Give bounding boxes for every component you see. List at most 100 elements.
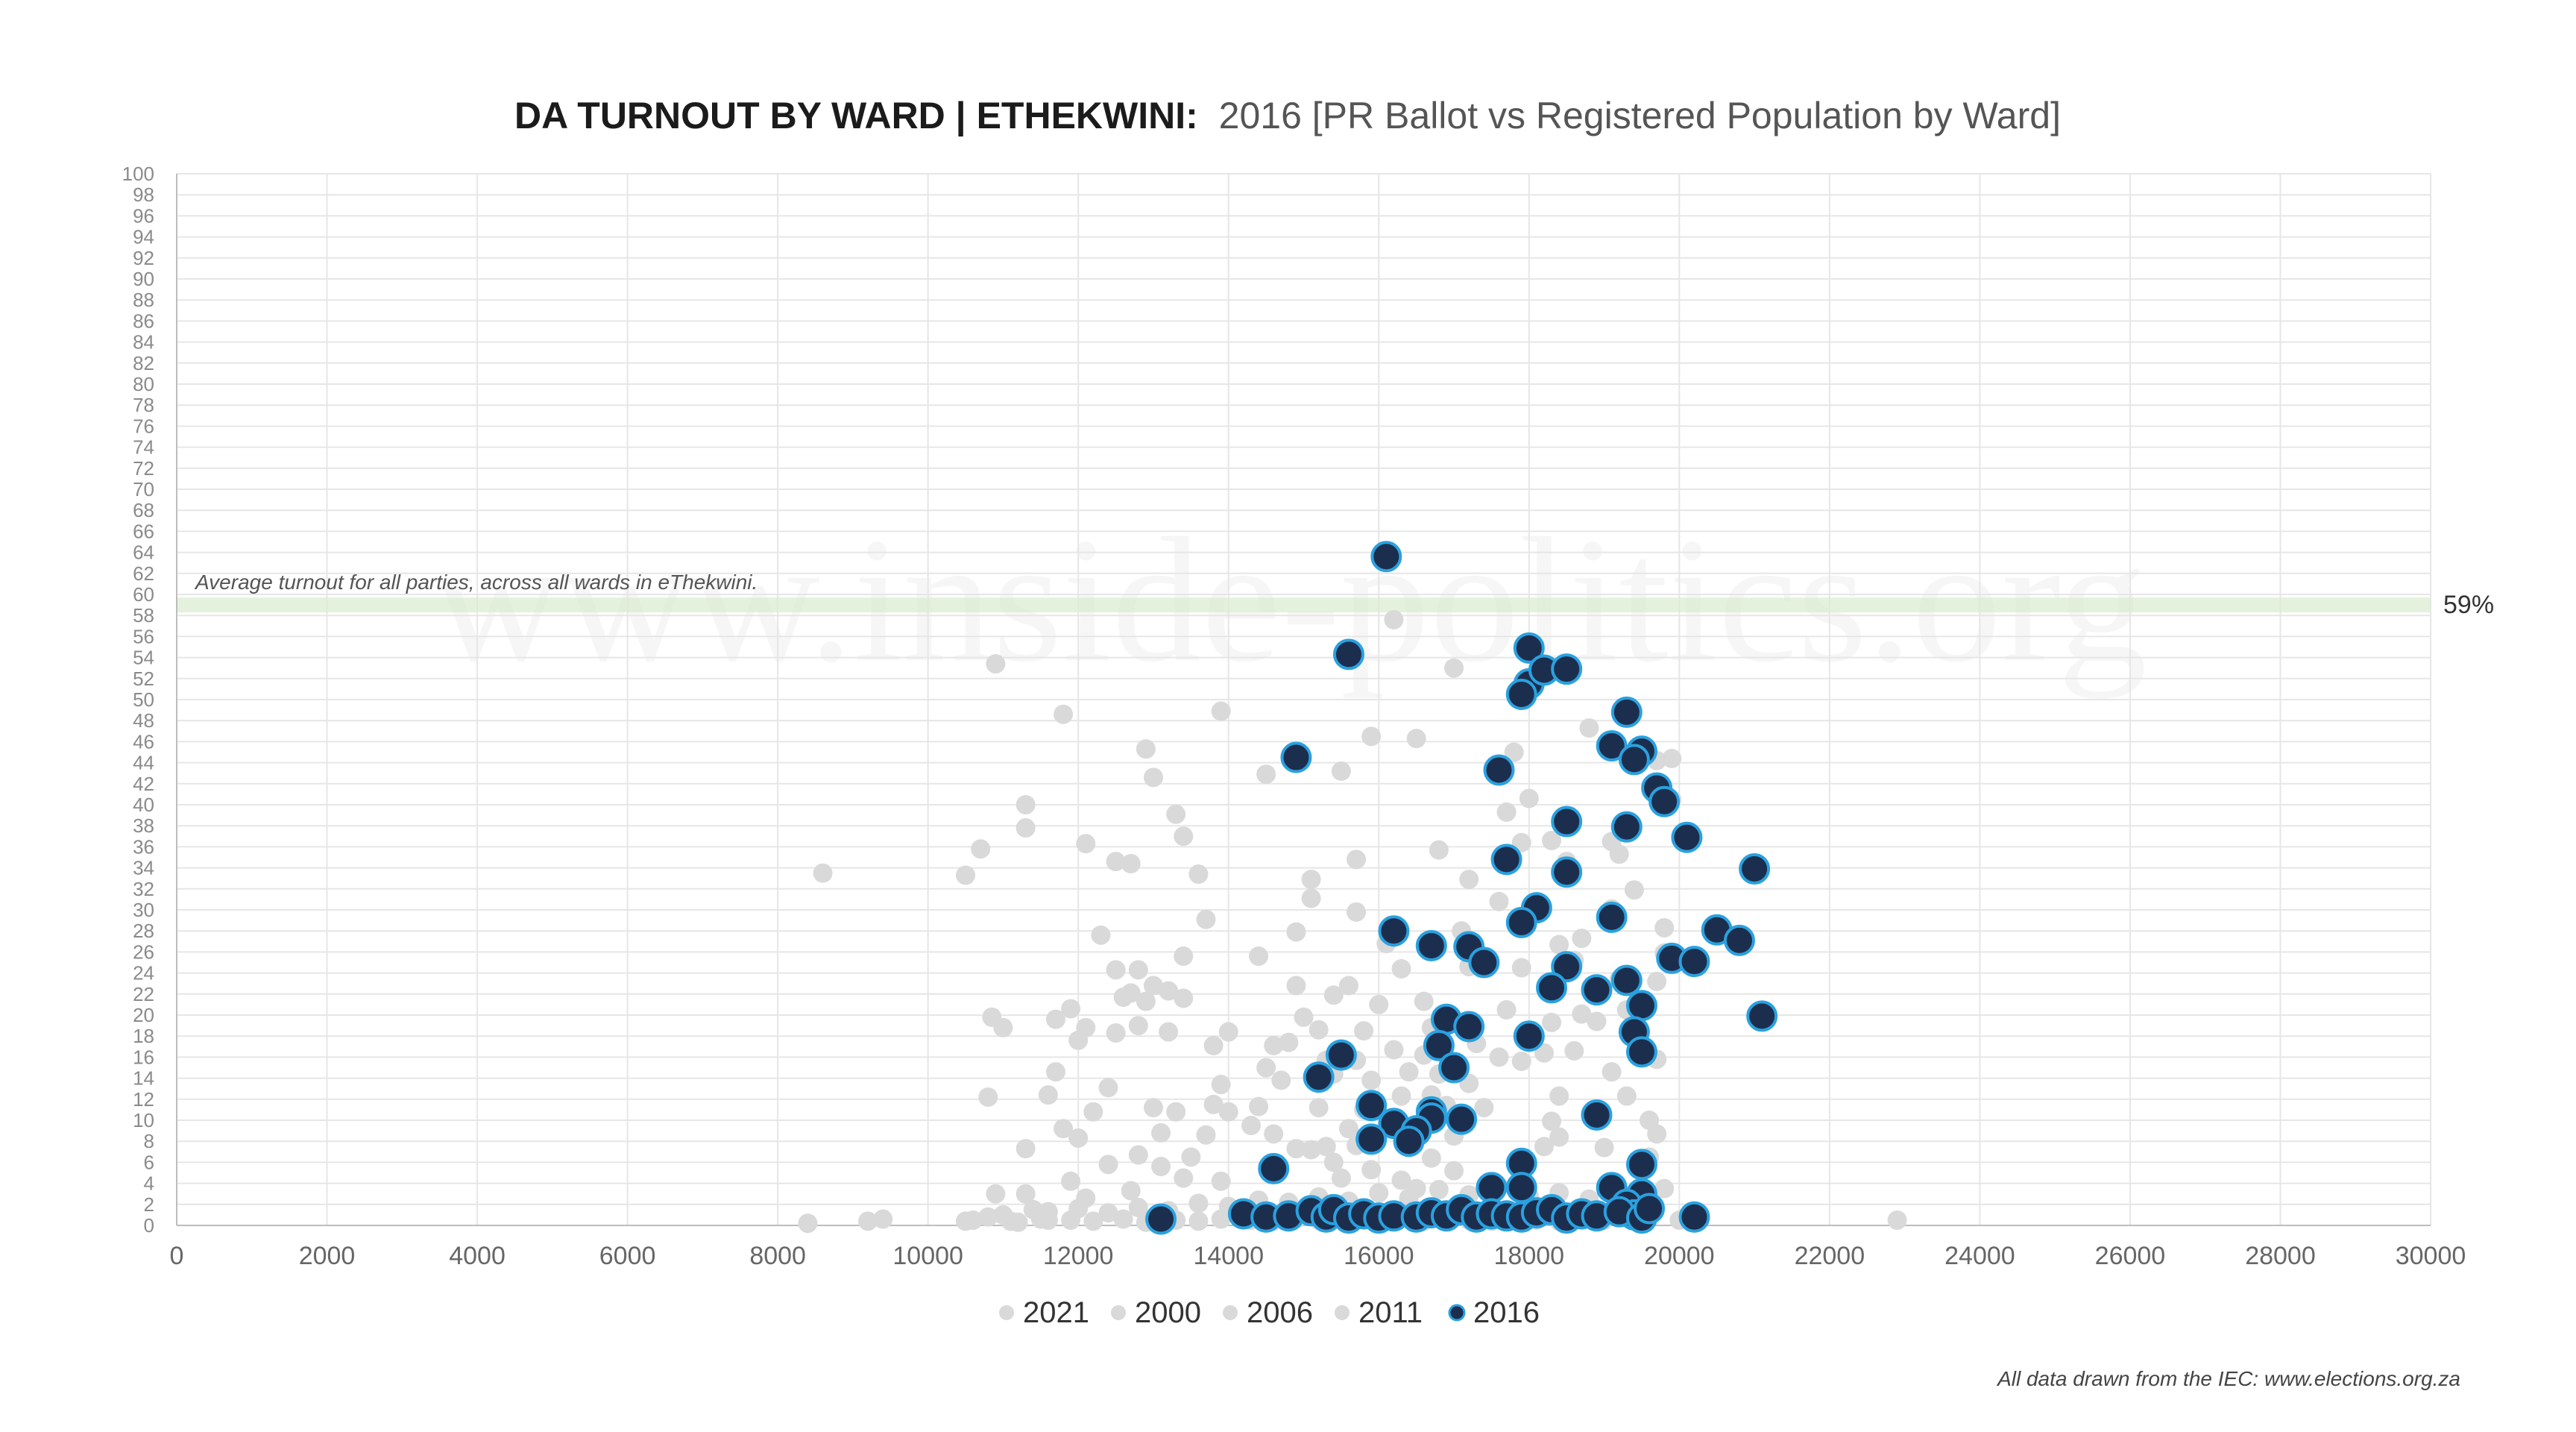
y-tick-label: 0 xyxy=(144,1214,154,1237)
series-2016-point xyxy=(1258,1152,1290,1184)
background-point xyxy=(993,1017,1013,1037)
background-point xyxy=(1174,826,1194,847)
background-point xyxy=(1301,870,1321,890)
legend-label: 2011 xyxy=(1358,1296,1423,1329)
background-point xyxy=(1391,1170,1411,1190)
background-point xyxy=(956,865,976,885)
background-point xyxy=(1489,891,1509,911)
background-point xyxy=(1211,1171,1231,1191)
y-tick-label: 50 xyxy=(133,688,154,711)
y-tick-label: 36 xyxy=(133,835,154,858)
background-point xyxy=(1128,1145,1148,1165)
series-2016-point xyxy=(1476,1172,1508,1204)
y-tick-label: 54 xyxy=(133,647,154,669)
background-point xyxy=(1572,1004,1592,1024)
y-tick-label: 26 xyxy=(133,940,154,963)
series-2016-point xyxy=(1303,1061,1335,1093)
background-point xyxy=(1369,994,1389,1014)
background-point xyxy=(1286,1139,1306,1159)
y-tick-label: 62 xyxy=(133,562,154,585)
y-tick-label: 64 xyxy=(133,541,154,564)
x-tick-label: 12000 xyxy=(1043,1242,1114,1270)
background-point xyxy=(1286,976,1306,996)
y-tick-label: 80 xyxy=(133,373,154,395)
background-point xyxy=(1309,1020,1329,1040)
background-point xyxy=(1196,1125,1216,1145)
background-point xyxy=(1203,1035,1224,1055)
background-point xyxy=(1008,1212,1028,1232)
background-point xyxy=(1143,1098,1163,1118)
series-2016-point xyxy=(1625,1149,1657,1181)
background-point xyxy=(1496,802,1517,822)
y-tick-label: 42 xyxy=(133,773,154,795)
series-2016-points xyxy=(1145,541,1778,1235)
background-point xyxy=(1015,818,1036,838)
background-point xyxy=(1106,1023,1126,1043)
x-tick-label: 10000 xyxy=(892,1242,963,1270)
background-point xyxy=(986,654,1006,674)
background-point xyxy=(1647,971,1667,991)
background-point xyxy=(813,863,833,883)
background-point xyxy=(1542,1111,1562,1131)
background-point xyxy=(873,1209,893,1229)
background-point xyxy=(1054,1119,1074,1139)
background-point xyxy=(1624,880,1644,900)
x-tick-label: 4000 xyxy=(449,1242,506,1270)
background-point xyxy=(1128,1016,1148,1036)
background-point xyxy=(1331,1168,1351,1188)
background-point xyxy=(1271,1070,1291,1090)
background-point xyxy=(1444,658,1464,678)
background-point xyxy=(1594,1137,1614,1158)
y-tick-label: 88 xyxy=(133,289,154,311)
y-tick-label: 4 xyxy=(144,1172,154,1195)
series-2016-point xyxy=(1551,806,1583,838)
y-tick-label: 84 xyxy=(133,331,154,354)
series-2016-point xyxy=(1596,730,1628,762)
series-2016-point xyxy=(1145,1203,1177,1235)
series-2016-point xyxy=(1332,638,1364,671)
background-point xyxy=(1354,1021,1374,1041)
average-turnout-label: 59% xyxy=(2443,591,2494,619)
y-tick-label: 12 xyxy=(133,1088,154,1111)
series-2016-point xyxy=(1505,906,1537,938)
background-point xyxy=(1188,1211,1209,1231)
background-point xyxy=(1534,1043,1554,1063)
background-point xyxy=(1301,1140,1321,1160)
background-point xyxy=(1076,1017,1096,1037)
background-point xyxy=(1361,726,1382,747)
background-point xyxy=(1068,1128,1089,1148)
series-2016-point xyxy=(1453,1011,1485,1043)
background-point xyxy=(1369,1183,1389,1203)
background-point xyxy=(1076,1188,1096,1208)
x-tick-label: 0 xyxy=(170,1242,184,1270)
x-tick-label: 6000 xyxy=(599,1242,656,1270)
background-point xyxy=(1286,922,1306,942)
series-2016-point xyxy=(1678,946,1710,978)
y-tick-label: 78 xyxy=(133,394,154,416)
background-point xyxy=(1609,844,1629,864)
y-tick-label: 30 xyxy=(133,899,154,921)
series-2016-point xyxy=(1746,1000,1778,1032)
y-axis-tick-labels: 0246810121416182022242628303234363840424… xyxy=(122,163,154,1237)
background-point xyxy=(1166,804,1186,824)
y-tick-label: 16 xyxy=(133,1046,154,1068)
background-point xyxy=(1361,1160,1382,1180)
background-point xyxy=(1549,1127,1569,1147)
y-tick-label: 90 xyxy=(133,268,154,290)
series-2016-point xyxy=(1378,915,1410,947)
background-point xyxy=(1391,958,1411,979)
background-point xyxy=(1121,1181,1141,1201)
background-point xyxy=(1264,1035,1284,1055)
background-point xyxy=(1654,1178,1675,1199)
source-note: All data drawn from the IEC: www.electio… xyxy=(1996,1367,2460,1390)
y-tick-label: 40 xyxy=(133,794,154,816)
background-point xyxy=(1406,729,1426,749)
background-point xyxy=(1181,1147,1201,1167)
background-point xyxy=(978,1207,998,1227)
background-point xyxy=(1159,981,1179,1001)
background-point xyxy=(1128,960,1148,980)
plot-axes xyxy=(176,174,2431,1226)
series-2016-point xyxy=(1648,785,1681,817)
background-point xyxy=(1429,1180,1449,1200)
